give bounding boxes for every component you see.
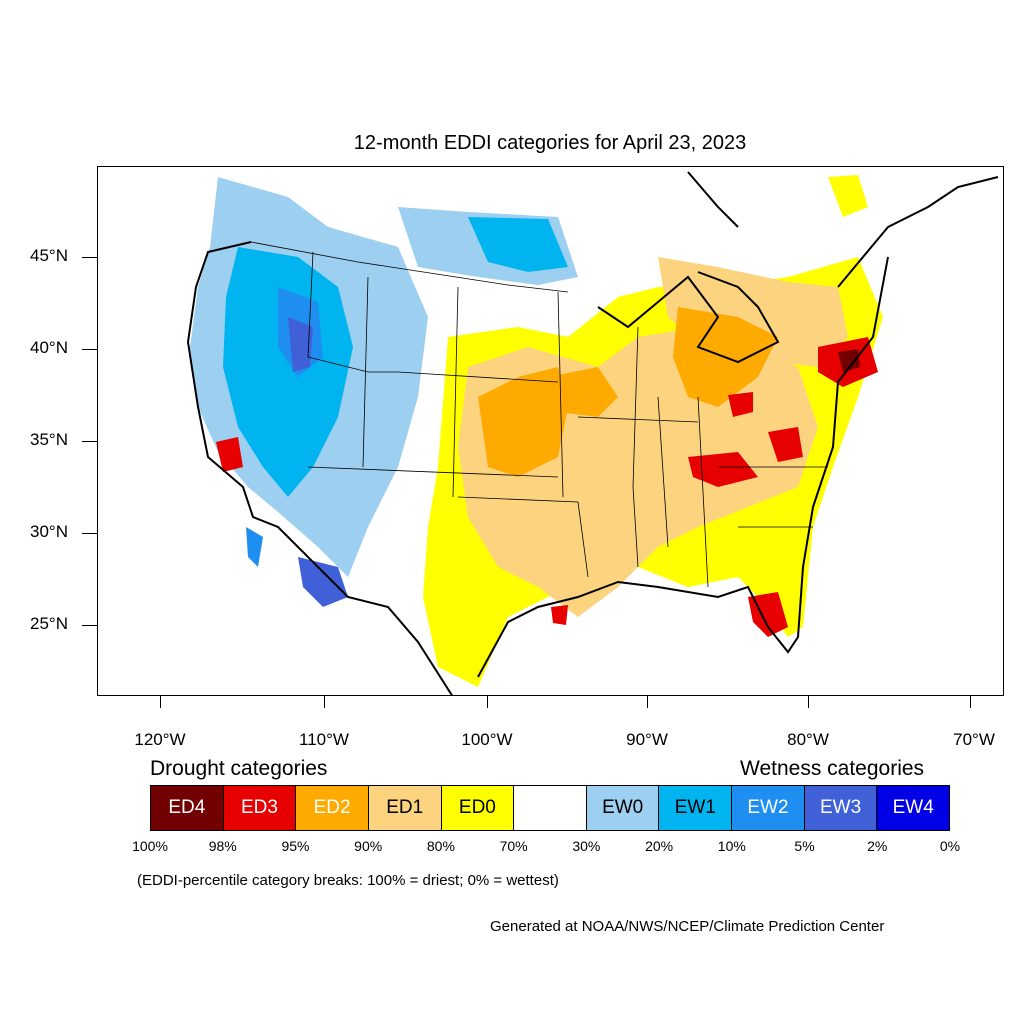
lon-label-110w: 110°W <box>299 730 349 749</box>
lon-tick <box>160 696 161 708</box>
dry-region-ed4-northeast <box>838 349 860 372</box>
canada-coast <box>687 171 999 288</box>
dry-region-ed3-tennessee <box>688 452 758 487</box>
wet-region-ew2-baja <box>246 527 263 567</box>
percentile-label: 20% <box>645 838 674 854</box>
lon-tick <box>324 696 325 708</box>
map-panel <box>97 166 1004 696</box>
drought-categories-heading: Drought categories <box>150 757 328 780</box>
legend-box-ew1: EW1 <box>659 786 733 830</box>
percentile-label: 95% <box>281 838 310 854</box>
lat-label-45n: 45°N <box>30 246 68 265</box>
lon-label-70w: 70°W <box>953 730 995 749</box>
lat-label-25n: 25°N <box>30 614 68 633</box>
wet-region-ew1 <box>223 247 353 497</box>
legend-box-ew3: EW3 <box>804 786 878 830</box>
legend-box-normal <box>514 786 587 830</box>
state-boundaries <box>250 241 828 588</box>
legend-box-ed4: ED4 <box>151 786 224 830</box>
lat-tick <box>82 625 97 626</box>
legend-box-ed2: ED2 <box>296 786 369 830</box>
percentile-label: 98% <box>208 838 237 854</box>
coastline <box>186 241 453 695</box>
wetness-categories-heading: Wetness categories <box>740 757 925 780</box>
great-lakes <box>597 271 780 364</box>
wet-region-ew3-south <box>298 557 348 607</box>
percentile-label: 0% <box>939 838 961 854</box>
dry-region-ed2-midwest <box>548 367 618 417</box>
wet-region-ew3 <box>288 317 313 372</box>
legend-box-ed0: ED0 <box>441 786 515 830</box>
percentile-label: 100% <box>132 838 168 854</box>
lat-tick <box>82 533 97 534</box>
legend-box-ew4: EW4 <box>877 786 950 830</box>
lon-tick <box>647 696 648 708</box>
legend-box-ed1: ED1 <box>368 786 442 830</box>
lon-tick <box>970 696 971 708</box>
lon-tick <box>808 696 809 708</box>
lat-tick <box>82 441 97 442</box>
dry-region-ed3-appalachia <box>768 427 803 462</box>
legend-box-ew2: EW2 <box>732 786 805 830</box>
lat-label-40n: 40°N <box>30 338 68 357</box>
credit-line: Generated at NOAA/NWS/NCEP/Climate Predi… <box>490 918 885 935</box>
legend-box-ew0: EW0 <box>586 786 660 830</box>
dry-region-ed3-texas <box>551 605 568 625</box>
dry-region-ed0-quebec <box>828 175 868 217</box>
breaks-note: (EDDI-percentile category breaks: 100% =… <box>137 872 559 889</box>
percentile-label: 80% <box>426 838 455 854</box>
dry-region-ed3-florida <box>748 592 788 637</box>
percentile-label: 90% <box>354 838 383 854</box>
percentile-label: 5% <box>794 838 815 854</box>
percentile-label: 2% <box>867 838 888 854</box>
lon-label-120w: 120°W <box>134 730 186 749</box>
lat-tick <box>82 349 97 350</box>
lon-label-90w: 90°W <box>626 730 668 749</box>
lat-label-35n: 35°N <box>30 430 68 449</box>
coastline-east <box>477 256 889 678</box>
legend-color-bar: ED4 ED3 ED2 ED1 ED0 EW0 EW1 EW2 EW3 EW4 <box>150 785 950 831</box>
map-title: 12-month EDDI categories for April 23, 2… <box>353 132 747 154</box>
dry-region-ed3-california <box>216 437 243 472</box>
percentile-label: 30% <box>572 838 601 854</box>
percentile-label: 10% <box>717 838 746 854</box>
eddi-map <box>186 171 999 695</box>
lon-tick <box>487 696 488 708</box>
lat-tick <box>82 257 97 258</box>
legend-box-ed3: ED3 <box>223 786 297 830</box>
lat-label-30n: 30°N <box>30 522 68 541</box>
wet-region-ew1-north <box>468 217 568 272</box>
dry-region-ed3-ohio <box>728 392 753 417</box>
dry-region-ed2 <box>478 367 568 477</box>
percentile-label: 70% <box>499 838 528 854</box>
lon-label-100w: 100°W <box>461 730 513 749</box>
lon-label-80w: 80°W <box>787 730 829 749</box>
